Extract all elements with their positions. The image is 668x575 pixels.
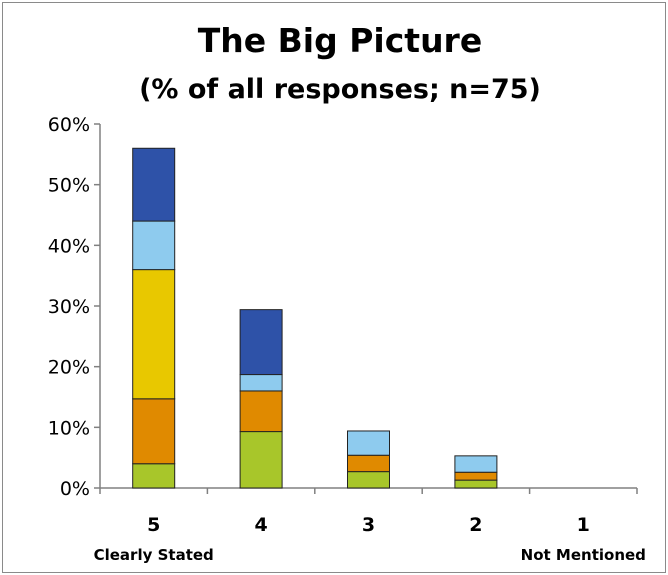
x-tick-label: 4: [254, 514, 267, 536]
y-tick-label: 60%: [48, 114, 90, 136]
bar-segment: [454, 479, 498, 489]
x-tick-label: 3: [362, 514, 375, 536]
bar-segment: [239, 431, 283, 489]
x-category-note: Clearly Stated: [94, 546, 214, 564]
y-tick-label: 50%: [48, 175, 90, 197]
bar-segment: [454, 471, 498, 481]
y-tick-label: 30%: [48, 296, 90, 318]
bar-segment: [347, 454, 390, 473]
bar-segment: [347, 430, 390, 456]
y-tick-label: 40%: [48, 235, 90, 257]
y-tick-label: 10%: [48, 417, 90, 439]
x-category-note: Not Mentioned: [521, 546, 646, 564]
chart-title: The Big Picture: [198, 21, 482, 60]
x-axis: 5 Clearly Stated 4 3 2 1 Not Mentioned: [94, 487, 646, 564]
y-tick-label: 0%: [60, 478, 90, 500]
bar-segment: [132, 269, 176, 400]
bar-segment: [239, 374, 283, 392]
bar-segment: [132, 463, 176, 489]
bar-segment: [132, 220, 176, 271]
y-tick-label: 20%: [48, 357, 90, 379]
bar-segment: [239, 390, 283, 433]
y-axis: 0% 10% 20% 30% 40% 50% 60%: [48, 114, 101, 500]
chart-subtitle: (% of all responses; n=75): [139, 74, 541, 105]
x-tick-label: 1: [577, 514, 590, 536]
bar-segment: [132, 147, 176, 222]
x-tick-label: 5: [147, 514, 160, 536]
bar-segment: [132, 398, 176, 465]
bar-segment: [347, 471, 390, 489]
x-tick-label: 2: [469, 514, 482, 536]
bars: [132, 147, 498, 489]
bar-segment: [239, 309, 283, 376]
bar-segment: [454, 455, 498, 473]
